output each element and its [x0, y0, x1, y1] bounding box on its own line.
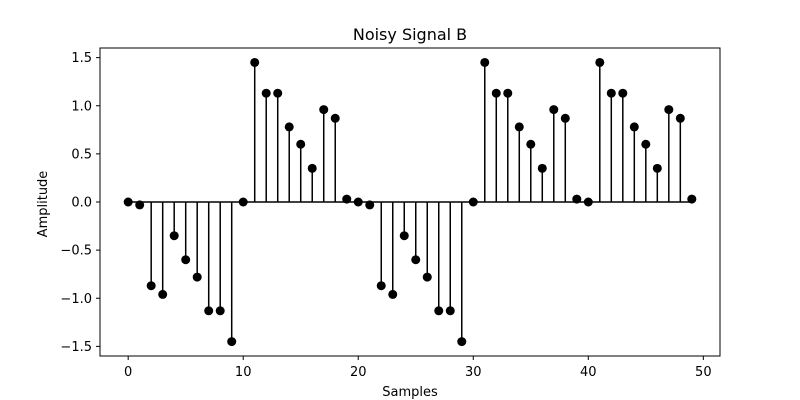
stem-marker: [445, 306, 455, 316]
stem-marker: [135, 200, 145, 210]
stem-marker: [629, 122, 639, 132]
stem-marker: [457, 337, 467, 347]
chart-title: Noisy Signal B: [353, 25, 467, 44]
stem-marker: [146, 281, 156, 291]
stem-marker: [330, 113, 340, 123]
stem-marker: [560, 113, 570, 123]
plot-frame: [99, 47, 721, 357]
x-tick-label: 10: [235, 365, 252, 380]
stem-marker: [549, 105, 559, 115]
y-tick-label: −0.5: [60, 244, 92, 259]
x-axis-label: Samples: [382, 385, 438, 400]
stem-marker: [434, 306, 444, 316]
stem-marker: [422, 272, 432, 282]
stem-marker: [388, 289, 398, 299]
stem-marker: [204, 306, 214, 316]
stem-marker: [169, 231, 179, 241]
stem-marker: [664, 105, 674, 115]
stem-marker: [181, 255, 191, 265]
stem-marker: [353, 197, 363, 207]
x-tick-label: 40: [580, 365, 597, 380]
y-tick-label: 1.5: [71, 51, 92, 66]
x-tick-label: 0: [124, 365, 132, 380]
stem-marker: [468, 197, 478, 207]
stem-marker: [526, 139, 536, 149]
stem-marker: [342, 194, 352, 204]
stem-marker: [537, 163, 547, 173]
x-axis: 0 10 20 30 40 50: [124, 356, 712, 380]
stem-marker: [514, 122, 524, 132]
x-tick-label: 30: [465, 365, 482, 380]
stem-marker: [261, 88, 271, 98]
stem-marker: [238, 197, 248, 207]
stem-marker: [319, 105, 329, 115]
y-axis-label: Amplitude: [36, 171, 51, 238]
stem-marker: [491, 88, 501, 98]
stem-marker: [192, 272, 202, 282]
stem-marker: [215, 306, 225, 316]
stem-marker: [296, 139, 306, 149]
stem-marker: [273, 88, 283, 98]
y-axis: −1.5 −1.0 −0.5 0.0 0.5 1.0 1.5: [60, 51, 100, 355]
stem-marker: [480, 57, 490, 67]
stem-marker: [123, 197, 133, 207]
stem-marker: [606, 88, 616, 98]
stem-marker: [652, 163, 662, 173]
stem-marker: [583, 197, 593, 207]
y-tick-label: −1.5: [60, 340, 92, 355]
x-tick-label: 20: [350, 365, 367, 380]
plot-area: [123, 57, 697, 347]
stem-marker: [641, 139, 651, 149]
stem-marker: [572, 194, 582, 204]
y-tick-label: 0.5: [71, 147, 92, 162]
stem-marker: [307, 163, 317, 173]
stem-marker: [227, 337, 237, 347]
stem-marker: [687, 194, 697, 204]
stem-marker: [376, 281, 386, 291]
stem-marker: [399, 231, 409, 241]
stem-marker: [158, 289, 168, 299]
stem-marker: [250, 57, 260, 67]
stem-marker: [365, 200, 375, 210]
y-tick-label: 1.0: [71, 99, 92, 114]
y-tick-label: −1.0: [60, 292, 92, 307]
stem-marker: [675, 113, 685, 123]
stem-marker: [284, 122, 294, 132]
stem-marker: [618, 88, 628, 98]
stem-marker: [411, 255, 421, 265]
stem-marker: [503, 88, 513, 98]
stem-marker: [595, 57, 605, 67]
y-tick-label: 0.0: [71, 196, 92, 211]
x-tick-label: 50: [695, 365, 712, 380]
